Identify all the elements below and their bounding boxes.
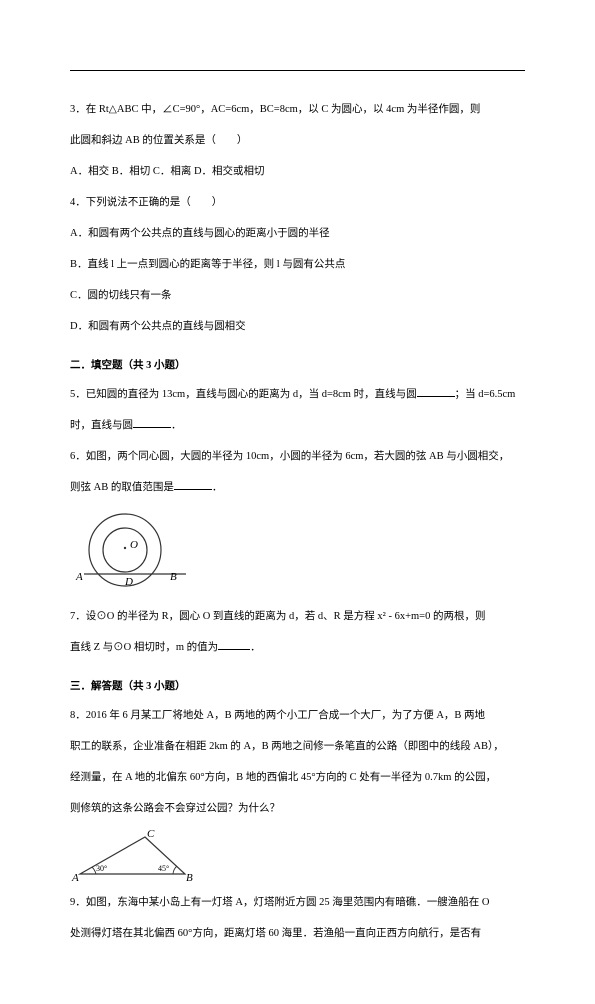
q8-line-3: 经测量，在 A 地的北偏东 60°方向，B 地的西偏北 45°方向的 C 处有一… [70,767,525,788]
page: 3．在 Rt△ABC 中，∠C=90°，AC=6cm，BC=8cm，以 C 为圆… [0,0,595,1004]
q8-line-2: 职工的联系，企业准备在相距 2km 的 A，B 两地之间修一条笔直的公路（即图中… [70,736,525,757]
q6-line-1: 6．如图，两个同心圆，大圆的半径为 10cm，小圆的半径为 6cm，若大圆的弦 … [70,446,525,467]
q5-text-d: ． [171,420,182,431]
q5-blank-1 [417,386,455,398]
figure-triangle: A B C 30° 45° [70,829,525,884]
label-O: O [130,539,138,551]
q3-stem-2: 此圆和斜边 AB 的位置关系是（ ） [70,130,525,151]
q6-line-2: 则弦 AB 的取值范围是 ． [70,477,525,498]
q7-line-2: 直线 Z 与⊙O 相切时，m 的值为 ． [70,637,525,658]
top-horizontal-rule [70,70,525,71]
section-3-title: 三．解答题（共 3 小题） [70,676,525,697]
label-D: D [124,576,133,588]
label-B: B [170,571,177,583]
circles-svg: O A D B [70,508,200,598]
q7-text-c: ． [250,642,261,653]
q9-line-2: 处测得灯塔在其北偏西 60°方向，距离灯塔 60 海里．若渔船一直向正西方向航行… [70,923,525,944]
q9-line-1: 9．如图，东海中某小岛上有一灯塔 A，灯塔附近方圆 25 海里范围内有暗礁．一艘… [70,892,525,913]
q5-text-b: ；当 d=6.5cm [455,389,516,400]
tri-ang-B: 45° [158,864,169,873]
q6-text-b: 则弦 AB 的取值范围是 [70,482,174,493]
q5-line-1: 5．已知圆的直径为 13cm，直线与圆心的距离为 d，当 d=8cm 时，直线与… [70,384,525,405]
q4-opt-d: D．和圆有两个公共点的直线与圆相交 [70,316,525,337]
triangle-svg: A B C 30° 45° [70,829,200,884]
q4-stem: 4．下列说法不正确的是（ ） [70,192,525,213]
q5-line-2: 时，直线与圆 ． [70,415,525,436]
q7-text-b: 直线 Z 与⊙O 相切时，m 的值为 [70,642,218,653]
section-2-title: 二．填空题（共 3 小题） [70,355,525,376]
q5-text-c: 时，直线与圆 [70,420,133,431]
q5-text-a: 5．已知圆的直径为 13cm，直线与圆心的距离为 d，当 d=8cm 时，直线与… [70,389,417,400]
q8-line-1: 8．2016 年 6 月某工厂将地处 A，B 两地的两个小工厂合成一个大厂，为了… [70,705,525,726]
q3-options: A．相交 B．相切 C．相离 D．相交或相切 [70,161,525,182]
tri-label-C: C [147,829,155,840]
q7-blank [218,639,250,651]
q3-stem-1: 3．在 Rt△ABC 中，∠C=90°，AC=6cm，BC=8cm，以 C 为圆… [70,99,525,120]
label-A: A [75,571,83,583]
figure-concentric-circles: O A D B [70,508,525,598]
q6-text-c: ． [212,482,223,493]
q6-blank [174,479,212,491]
tri-label-A: A [71,872,79,884]
tri-ang-A: 30° [96,864,107,873]
q7-line-1: 7．设⊙O 的半径为 R，圆心 O 到直线的距离为 d，若 d、R 是方程 x²… [70,606,525,627]
q4-opt-a: A．和圆有两个公共点的直线与圆心的距离小于圆的半径 [70,223,525,244]
q8-line-4: 则修筑的这条公路会不会穿过公园？为什么？ [70,798,525,819]
q4-opt-b: B．直线 l 上一点到圆心的距离等于半径，则 l 与圆有公共点 [70,254,525,275]
tri-label-B: B [186,872,193,884]
q5-blank-2 [133,417,171,429]
q4-opt-c: C．圆的切线只有一条 [70,285,525,306]
